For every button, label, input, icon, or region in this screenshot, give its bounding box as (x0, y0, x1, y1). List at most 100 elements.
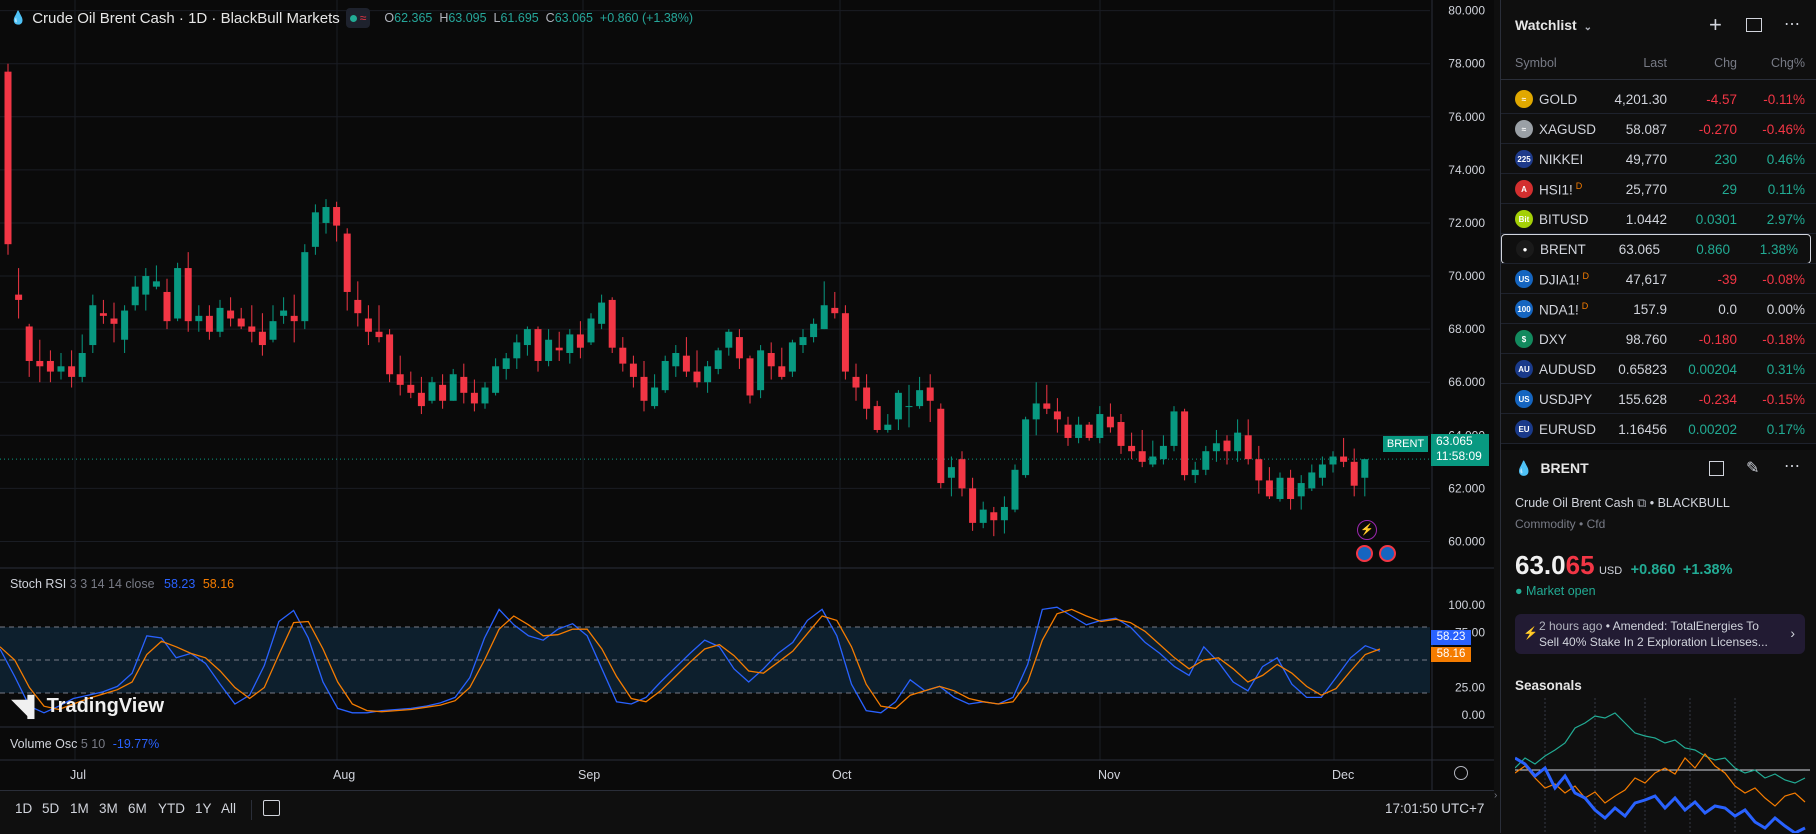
us-flag-event-icon-2[interactable] (1379, 545, 1396, 562)
candle-body (4, 71, 12, 245)
row-divider (1501, 143, 1816, 144)
detail-currency: USD (1598, 565, 1623, 577)
candle-body (57, 366, 65, 372)
watchlist-row-xagusd[interactable]: ≈ XAGUSD 58.087 -0.270 -0.46% (1501, 114, 1816, 144)
watchlist-row-usdjpy[interactable]: US USDJPY 155.628 -0.234 -0.15% (1501, 384, 1816, 414)
time-axis-settings-icon[interactable] (1454, 766, 1468, 780)
add-symbol-icon[interactable]: + (1709, 12, 1722, 37)
timeframe-5d[interactable]: 5D (42, 801, 60, 816)
watchlist-symbol: USDJPY (1539, 391, 1593, 407)
tradingview-logo[interactable]: ◥▌ TradingView (12, 694, 164, 719)
market-status[interactable]: ● Market open (1515, 584, 1596, 598)
news-card[interactable]: ⚡ 2 hours ago • Amended: TotalEnergies T… (1515, 614, 1805, 654)
watchlist-row-hsi1[interactable]: A HSI1! D 25,770 29 0.11% (1501, 174, 1816, 204)
col-chg[interactable]: Chg (1714, 56, 1737, 70)
price-chart[interactable]: 80.000 78.000 76.000 74.000 72.000 70.000 68.0… (0, 0, 1494, 833)
candle-body (693, 371, 701, 383)
detail-layout-icon[interactable] (1709, 461, 1724, 476)
legend-status-pill[interactable]: ≈ (345, 8, 371, 28)
candle-body (661, 360, 669, 391)
timeframe-all[interactable]: All (221, 801, 237, 816)
drop-icon: 💧 (10, 10, 27, 25)
candle-body (15, 294, 23, 300)
candle-body (799, 337, 807, 346)
candle-body (290, 315, 298, 322)
watchlist-last: 58.087 (1625, 121, 1667, 137)
candle-body (110, 318, 118, 324)
candle-body (873, 406, 881, 430)
watchlist-row-nda1[interactable]: 100 NDA1! D 157.9 0.0 0.00% (1501, 294, 1816, 324)
time-label-dec: Dec (1332, 768, 1355, 782)
panel-collapse-icon[interactable]: › (1494, 790, 1498, 801)
watchlist-chg: 0.0301 (1695, 211, 1737, 227)
col-chg-pct[interactable]: Chg% (1770, 56, 1805, 70)
symbol-legend: 💧 Crude Oil Brent Cash · 1D · BlackBull … (10, 8, 693, 28)
candle-body (205, 315, 213, 332)
watchlist-last: 157.9 (1633, 301, 1667, 317)
timeframe-1y[interactable]: 1Y (195, 801, 212, 816)
candle-body (407, 384, 415, 393)
clock-timezone[interactable]: 17:01:50 UTC+7 (1385, 801, 1485, 816)
watchlist-row-gold[interactable]: ≈ GOLD 4,201.30 -4.57 -0.11% (1501, 84, 1816, 114)
candle-body (142, 276, 150, 295)
detail-more-icon[interactable]: ⋯ (1784, 458, 1800, 475)
timeframe-ytd[interactable]: YTD (158, 801, 185, 816)
detail-edit-icon[interactable]: ✎ (1746, 460, 1760, 477)
candle-body (545, 339, 553, 361)
seasonals-line-green (1515, 712, 1806, 784)
col-last[interactable]: Last (1643, 56, 1667, 70)
candle-body (184, 268, 192, 322)
watchlist-row-audusd[interactable]: AU AUDUSD 0.65823 0.00204 0.31% (1501, 354, 1816, 384)
chart-pane[interactable]: 80.000 78.000 76.000 74.000 72.000 70.000 68.0… (0, 0, 1494, 834)
watchlist-symbol: NIKKEI (1539, 151, 1584, 167)
dot-sep: • (1649, 496, 1655, 510)
detail-fullname[interactable]: Crude Oil Brent Cash (1515, 496, 1634, 510)
tv-logo-text: TradingView (46, 695, 165, 717)
seasonals-chart[interactable] (1515, 698, 1810, 833)
more-options-icon[interactable]: ⋯ (1784, 16, 1800, 33)
candle-body (386, 334, 394, 375)
volume-osc-legend[interactable]: Volume Osc 5 10 -19.77% (10, 737, 159, 751)
watchlist-chg-pct: 2.97% (1766, 211, 1805, 227)
bottom-toolbar (0, 790, 1494, 834)
watchlist-row-nikkei[interactable]: 225 NIKKEI 49,770 230 0.46% (1501, 144, 1816, 174)
candle-body (1106, 416, 1114, 428)
candle-body (1128, 445, 1136, 452)
watchlist-title[interactable]: Watchlist ⌄ (1515, 17, 1592, 33)
timeframe-1d[interactable]: 1D (15, 801, 33, 816)
legend-title[interactable]: Crude Oil Brent Cash · 1D · BlackBull Ma… (32, 9, 340, 27)
candle-body (1191, 469, 1199, 476)
detail-symbol[interactable]: BRENT (1540, 460, 1589, 476)
detail-header: 💧 BRENT (1515, 460, 1589, 477)
watchlist-chg-pct: 0.17% (1766, 421, 1805, 437)
chevron-down-icon: ⌄ (1583, 22, 1592, 33)
watchlist-chg: 29 (1721, 181, 1737, 197)
stoch-rsi-legend[interactable]: Stoch RSI 3 3 14 14 close 58.23 58.16 (10, 577, 234, 591)
advanced-view-icon[interactable] (1746, 18, 1762, 32)
news-lightning-icon: ⚡ (1523, 626, 1538, 640)
seasonals-title[interactable]: Seasonals (1515, 678, 1582, 693)
timeframe-6m[interactable]: 6M (128, 801, 147, 816)
timeframe-1m[interactable]: 1M (70, 801, 89, 816)
detail-exchange[interactable]: BLACKBULL (1657, 496, 1730, 510)
watchlist-row-bitusd[interactable]: Bit BITUSD 1.0442 0.0301 2.97% (1501, 204, 1816, 234)
watchlist-row-djia1[interactable]: US DJIA1! D 47,617 -39 -0.08% (1501, 264, 1816, 294)
col-symbol[interactable]: Symbol (1515, 56, 1557, 70)
close-value: 63.065 (554, 11, 593, 25)
go-to-date-calendar-icon[interactable] (263, 800, 280, 816)
external-link-icon[interactable]: ⧉ (1637, 496, 1647, 510)
lightning-event-icon[interactable]: ⚡ (1357, 520, 1377, 540)
symbol-logo-icon: 225 (1515, 150, 1533, 168)
row-divider (1501, 443, 1816, 444)
candle-body (269, 321, 277, 340)
watchlist-row-dxy[interactable]: $ DXY 98.760 -0.180 -0.18% (1501, 324, 1816, 354)
candle-body (237, 318, 245, 327)
watchlist-row-eurusd[interactable]: EU EURUSD 1.16456 0.00202 0.17% (1501, 414, 1816, 444)
candle-body (1297, 483, 1305, 497)
candle-body (619, 347, 627, 364)
market-open-icon: ● (1515, 584, 1523, 598)
row-divider (1501, 203, 1816, 204)
timeframe-3m[interactable]: 3M (99, 801, 118, 816)
watchlist-row-brent[interactable]: ● BRENT 63.065 0.860 1.38% (1501, 234, 1811, 264)
us-flag-event-icon[interactable] (1356, 545, 1373, 562)
